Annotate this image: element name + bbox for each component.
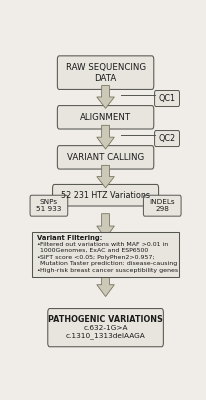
Text: High-risk breast cancer susceptibility genes: High-risk breast cancer susceptibility g… [40,268,179,273]
Polygon shape [97,214,114,238]
Text: QC1: QC1 [159,94,176,103]
Text: SNPs
51 933: SNPs 51 933 [36,199,62,212]
Text: c.632-1G>A: c.632-1G>A [83,325,128,331]
FancyBboxPatch shape [57,146,154,169]
FancyBboxPatch shape [154,90,179,106]
Text: Filtered out variations with MAF >0.01 in
1000Genomes, ExAC and ESP6500: Filtered out variations with MAF >0.01 i… [40,242,169,253]
Text: •: • [36,268,40,273]
Polygon shape [97,125,114,149]
FancyBboxPatch shape [53,184,159,206]
Polygon shape [97,86,114,108]
Text: Variant Filtering:: Variant Filtering: [37,235,102,241]
Text: PATHOGENIC VARIATIONS: PATHOGENIC VARIATIONS [48,316,163,324]
FancyBboxPatch shape [57,106,154,129]
Bar [32,232,179,277]
Text: VARIANT CALLING: VARIANT CALLING [67,153,144,162]
Polygon shape [97,273,114,296]
Text: 52 231 HTZ Variations: 52 231 HTZ Variations [61,191,150,200]
Text: •: • [36,255,40,260]
Polygon shape [97,165,114,188]
Text: QC2: QC2 [158,134,176,143]
FancyBboxPatch shape [57,56,154,90]
Text: •: • [36,242,40,247]
FancyBboxPatch shape [143,195,181,216]
Text: c.1310_1313delAAGA: c.1310_1313delAAGA [66,332,145,339]
Text: RAW SEQUENCING
DATA: RAW SEQUENCING DATA [66,62,146,83]
Text: SIFT score <0.05; PolyPhen2>0.957;
Mutation Taster prediction: disease-causing: SIFT score <0.05; PolyPhen2>0.957; Mutat… [40,255,178,266]
FancyBboxPatch shape [154,130,179,146]
FancyBboxPatch shape [30,195,68,216]
FancyBboxPatch shape [48,308,163,347]
Text: INDELs
298: INDELs 298 [149,199,175,212]
Text: ALIGNMENT: ALIGNMENT [80,113,131,122]
